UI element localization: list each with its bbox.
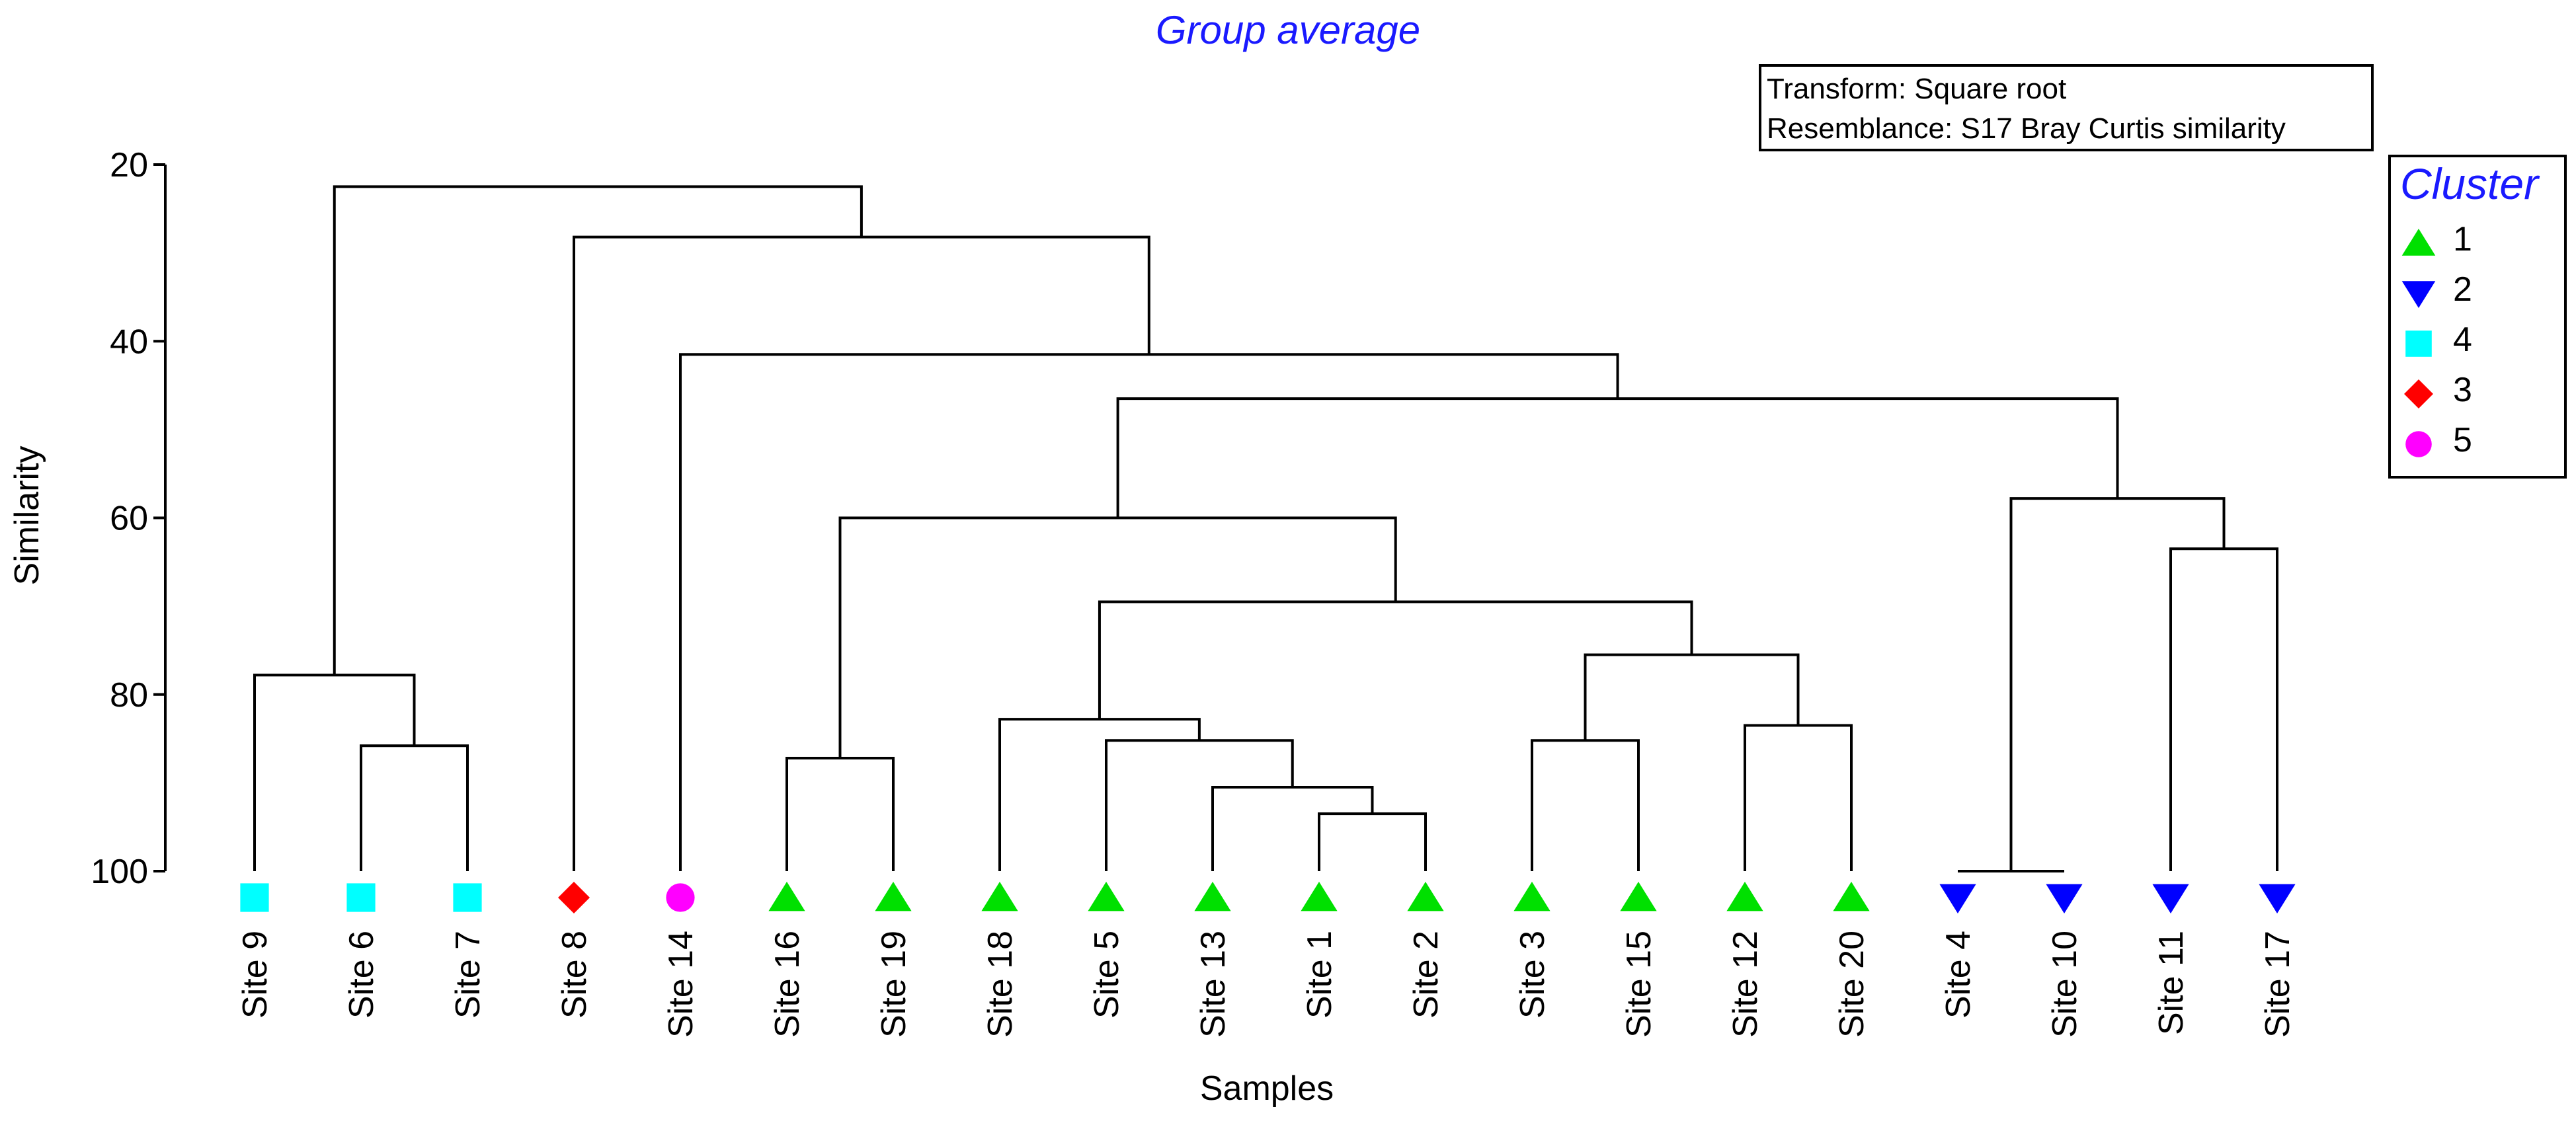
leaf-marker <box>2259 884 2296 913</box>
leaf-marker <box>2046 884 2083 913</box>
legend-label: 5 <box>2453 421 2472 459</box>
legend-item: 2 <box>2400 268 2559 315</box>
leaf-label: Site 10 <box>2046 931 2084 1038</box>
legend-label: 1 <box>2453 220 2472 258</box>
leaf-marker <box>1726 882 1763 911</box>
y-axis-ticks: 20 40 60 80 100 <box>91 146 165 891</box>
dendrogram-branch <box>253 674 416 871</box>
dendrogram-branch <box>1744 724 1853 871</box>
info-box: Transform: Square root Resemblance: S17 … <box>1759 64 2374 151</box>
leaf-label: Site 13 <box>1194 931 1232 1038</box>
leaf-marker <box>346 883 376 912</box>
legend-label: 4 <box>2453 321 2472 359</box>
leaf-label: Site 7 <box>449 931 487 1019</box>
leaf-label: Site 18 <box>981 931 1020 1038</box>
leaf-label: Site 16 <box>768 931 807 1038</box>
dendrogram-branch <box>1105 739 1294 871</box>
legend: Cluster 1 2 4 3 5 <box>2388 155 2567 479</box>
leaf-label: Site 19 <box>875 931 913 1038</box>
leaf-label: Site 9 <box>236 931 274 1019</box>
legend-item: 4 <box>2400 319 2559 365</box>
dendrogram-branch <box>1318 812 1427 871</box>
leaf-marker <box>240 883 269 912</box>
leaf-labels: Site 9 Site 6 Site 7 Site 8 Site 14 Site 16 Si… <box>236 931 2297 1038</box>
leaf-label: Site 6 <box>342 931 381 1019</box>
leaf-marker <box>981 882 1018 911</box>
dendrogram-branch <box>1584 653 1800 741</box>
dendrogram-branch <box>1531 739 1640 871</box>
dendrogram-branch <box>1116 397 2119 518</box>
dendrogram-branch <box>360 744 469 871</box>
dendrogram-branch <box>1211 786 1374 871</box>
dendrogram-branch <box>998 718 1201 871</box>
leaf-label: Site 1 <box>1301 931 1339 1019</box>
dendrogram-branch <box>679 353 1619 871</box>
legend-item: 3 <box>2400 369 2559 415</box>
leaf-marker <box>1620 882 1657 911</box>
leaf-label: Site 11 <box>2152 931 2191 1035</box>
leaf-marker <box>1194 882 1231 911</box>
leaf-label: Site 15 <box>1620 931 1658 1038</box>
leaf-marker <box>2152 884 2189 913</box>
x-axis-label: Samples <box>1200 1069 1334 1108</box>
y-axis-label: Similarity <box>8 446 46 586</box>
y-tick-label: 80 <box>110 676 148 715</box>
leaf-marker <box>1513 882 1550 911</box>
leaf-marker <box>875 882 912 911</box>
leaf-marker <box>453 883 482 912</box>
leaf-label: Site 8 <box>555 931 594 1019</box>
legend-marker <box>2401 281 2436 308</box>
legend-label: 3 <box>2453 371 2472 409</box>
dendrogram-branch <box>1098 600 1693 720</box>
legend-marker <box>2405 431 2432 457</box>
leaf-marker <box>1939 884 1976 913</box>
dendrogram-branch <box>573 235 1150 871</box>
resemblance-text: Resemblance: S17 Bray Curtis similarity <box>1767 112 2286 145</box>
legend-label: 2 <box>2453 270 2472 309</box>
dendrogram-branch <box>2169 547 2278 871</box>
leaf-label: Site 20 <box>1833 931 1871 1038</box>
y-tick-label: 20 <box>110 146 148 184</box>
leaf-marker <box>1407 882 1444 911</box>
y-tick-label: 40 <box>110 323 148 361</box>
y-tick-label: 60 <box>110 500 148 538</box>
leaf-label: Site 5 <box>1088 931 1126 1019</box>
chart-title: Group average <box>1156 8 1420 52</box>
leaf-marker <box>768 882 805 911</box>
leaf-label: Site 2 <box>1407 931 1445 1019</box>
legend-marker <box>2405 330 2432 357</box>
leaf-marker <box>666 883 695 912</box>
leaf-label: Site 4 <box>1939 931 1978 1019</box>
transform-text: Transform: Square root <box>1767 73 2067 105</box>
leaf-marker <box>558 882 590 913</box>
dendrogram-branch <box>333 185 863 676</box>
leaf-marker <box>1301 882 1338 911</box>
legend-marker <box>2404 379 2433 408</box>
y-tick-label: 100 <box>91 853 148 891</box>
leaf-marker <box>1833 882 1870 911</box>
leaf-label: Site 12 <box>1726 931 1765 1038</box>
leaf-label: Site 14 <box>662 931 700 1038</box>
legend-item: 1 <box>2400 218 2559 264</box>
legend-item: 5 <box>2400 419 2559 465</box>
leaf-label: Site 3 <box>1513 931 1552 1019</box>
dendrogram-branch <box>785 756 895 871</box>
leaf-label: Site 17 <box>2259 931 2297 1038</box>
leaf-marker <box>1088 882 1125 911</box>
dendrogram-branch <box>2009 497 2226 871</box>
dendrogram-branch <box>838 516 1397 758</box>
leaf-markers <box>240 882 2296 913</box>
legend-title: Cluster <box>2400 159 2539 208</box>
dendrogram-branches <box>253 185 2278 872</box>
legend-marker <box>2401 229 2436 256</box>
